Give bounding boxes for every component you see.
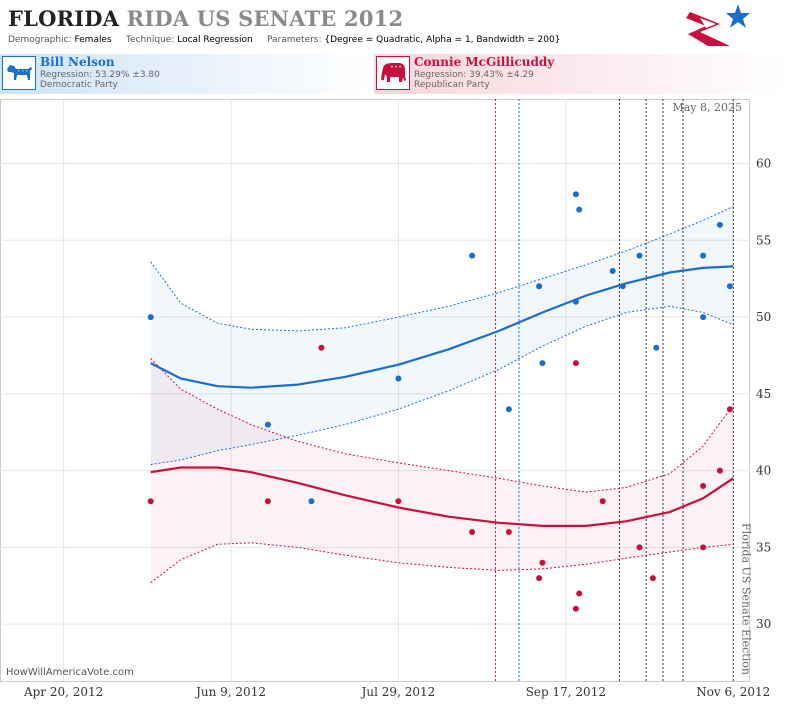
chart-header: FLORIDA RIDA US SENATE 2012 Demographic:… — [0, 0, 789, 56]
upper-bound-line — [150, 358, 734, 493]
rep-candidate-name: Connie McGillicuddy — [414, 55, 555, 69]
poll-point — [726, 406, 733, 413]
poll-point — [576, 206, 583, 213]
poll-point — [318, 344, 325, 351]
watermark: HowWillAmericaVote.com — [6, 667, 134, 678]
poll-point — [505, 406, 512, 413]
poll-point — [636, 544, 643, 551]
parameters-label: Parameters: — [266, 35, 322, 45]
poll-point — [716, 221, 723, 228]
trend-line-dem — [150, 265, 734, 389]
candidate-rep: Connie McGillicuddy Regression: 39.43% ±… — [374, 54, 789, 94]
poll-point — [716, 467, 723, 474]
poll-point — [536, 283, 543, 290]
poll-point — [726, 283, 733, 290]
poll-point — [539, 559, 546, 566]
y-tick-label: 45 — [756, 387, 771, 401]
poll-point — [395, 498, 402, 505]
poll-point — [700, 483, 707, 489]
poll-point — [649, 575, 656, 582]
y-tick-label: 40 — [756, 464, 771, 478]
poll-points — [147, 191, 733, 612]
poll-point — [572, 298, 579, 305]
poll-point — [636, 252, 643, 259]
poll-point — [147, 314, 154, 321]
chart-labels: May 8, 2025 Florida US Senate Election How… — [6, 101, 752, 678]
poll-point — [572, 605, 579, 612]
dem-party: Democratic Party — [40, 80, 118, 90]
poll-point — [147, 498, 154, 505]
elephant-icon — [376, 56, 410, 90]
poll-point — [264, 498, 271, 505]
poll-point — [572, 360, 579, 367]
poll-point — [469, 252, 476, 259]
rep-party: Republican Party — [414, 80, 490, 90]
page-title: FLORIDA RIDA US SENATE 2012 — [8, 6, 403, 31]
poll-point — [539, 360, 546, 367]
y-tick-label: 35 — [756, 540, 771, 554]
axes: 30 35 40 45 50 55 60 Apr 20, 2012 Jun 9, 2012 Jul… — [23, 156, 771, 699]
y-tick-label: 55 — [756, 233, 771, 247]
candidate-dem: Bill Nelson Regression: 53.29% ±3.80 Dem… — [0, 54, 374, 94]
demographic-label: Demographic: — [8, 35, 72, 45]
date-label: May 8, 2025 — [672, 101, 742, 114]
y-tick-label: 30 — [756, 617, 771, 631]
confidence-bands — [150, 206, 734, 584]
technique-label: Technique: — [126, 35, 175, 45]
dem-candidate-name: Bill Nelson — [40, 55, 115, 69]
poll-point — [308, 498, 315, 505]
technique-value: Local Regression — [177, 35, 253, 45]
upper-bound-line — [150, 206, 734, 332]
poll-point — [572, 191, 579, 198]
demographic-value: Females — [74, 35, 112, 45]
poll-point — [700, 252, 707, 259]
lower-bound-line — [150, 542, 734, 584]
poll-point — [264, 421, 271, 428]
poll-point — [700, 544, 707, 551]
y-tick-label: 60 — [756, 156, 771, 170]
parameters-value: {Degree = Quadratic, Alpha = 1, Bandwidt… — [324, 35, 561, 45]
rep-regression: Regression: 39.43% ±4.29 — [414, 70, 534, 80]
title-race: RIDA US SENATE 2012 — [126, 6, 404, 31]
x-tick-label: Nov 6, 2012 — [696, 685, 770, 699]
x-tick-label: Sep 17, 2012 — [526, 685, 606, 699]
poll-point — [609, 268, 616, 274]
x-tick-label: Jul 29, 2012 — [360, 685, 436, 699]
dem-regression: Regression: 53.29% ±3.80 — [40, 70, 160, 80]
poll-point — [653, 344, 660, 351]
title-state: FLORIDA — [8, 6, 120, 31]
donkey-icon — [2, 56, 36, 90]
candidates-bar: Bill Nelson Regression: 53.29% ±3.80 Dem… — [0, 54, 789, 94]
y-tick-label: 50 — [756, 310, 771, 324]
confidence-band-dem — [150, 206, 734, 465]
poll-point — [469, 529, 476, 535]
poll-chart: 30 35 40 45 50 55 60 Apr 20, 2012 Jun 9, 2012 Jul… — [0, 99, 771, 699]
flag-star-logo-icon — [686, 4, 750, 46]
poll-point — [576, 590, 583, 597]
poll-point — [700, 314, 707, 321]
poll-point — [599, 498, 606, 505]
x-tick-label: Apr 20, 2012 — [23, 685, 103, 699]
trend-line-rep — [150, 466, 734, 527]
poll-point — [395, 375, 402, 382]
poll-point — [536, 575, 543, 582]
election-label: Florida US Senate Election — [739, 523, 752, 675]
poll-point — [505, 529, 512, 535]
trend-lines — [150, 265, 734, 527]
x-tick-label: Jun 9, 2012 — [194, 685, 266, 699]
parameters-line: Demographic: Females Technique: Local Re… — [8, 35, 560, 45]
plot-frame — [0, 99, 750, 682]
event-lines — [495, 99, 734, 681]
poll-point — [619, 283, 626, 290]
